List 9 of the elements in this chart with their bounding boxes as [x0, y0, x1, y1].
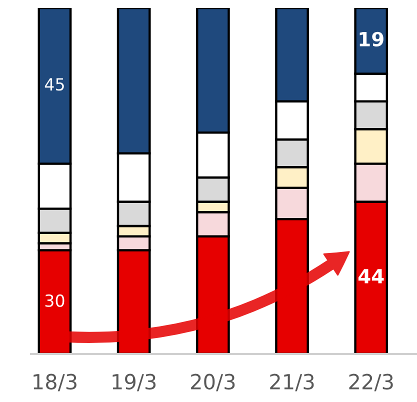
data-label: 44: [358, 269, 384, 284]
data-label: 45: [44, 78, 64, 91]
data-label: 30: [45, 294, 64, 307]
data-label: 19: [360, 32, 384, 47]
x-tick-label: 21/3: [270, 374, 314, 392]
x-tick-label: 19/3: [112, 374, 156, 392]
x-tick-label: 20/3: [191, 374, 235, 392]
x-tick-label: 22/3: [349, 374, 393, 392]
x-tick-label: 18/3: [34, 374, 76, 392]
